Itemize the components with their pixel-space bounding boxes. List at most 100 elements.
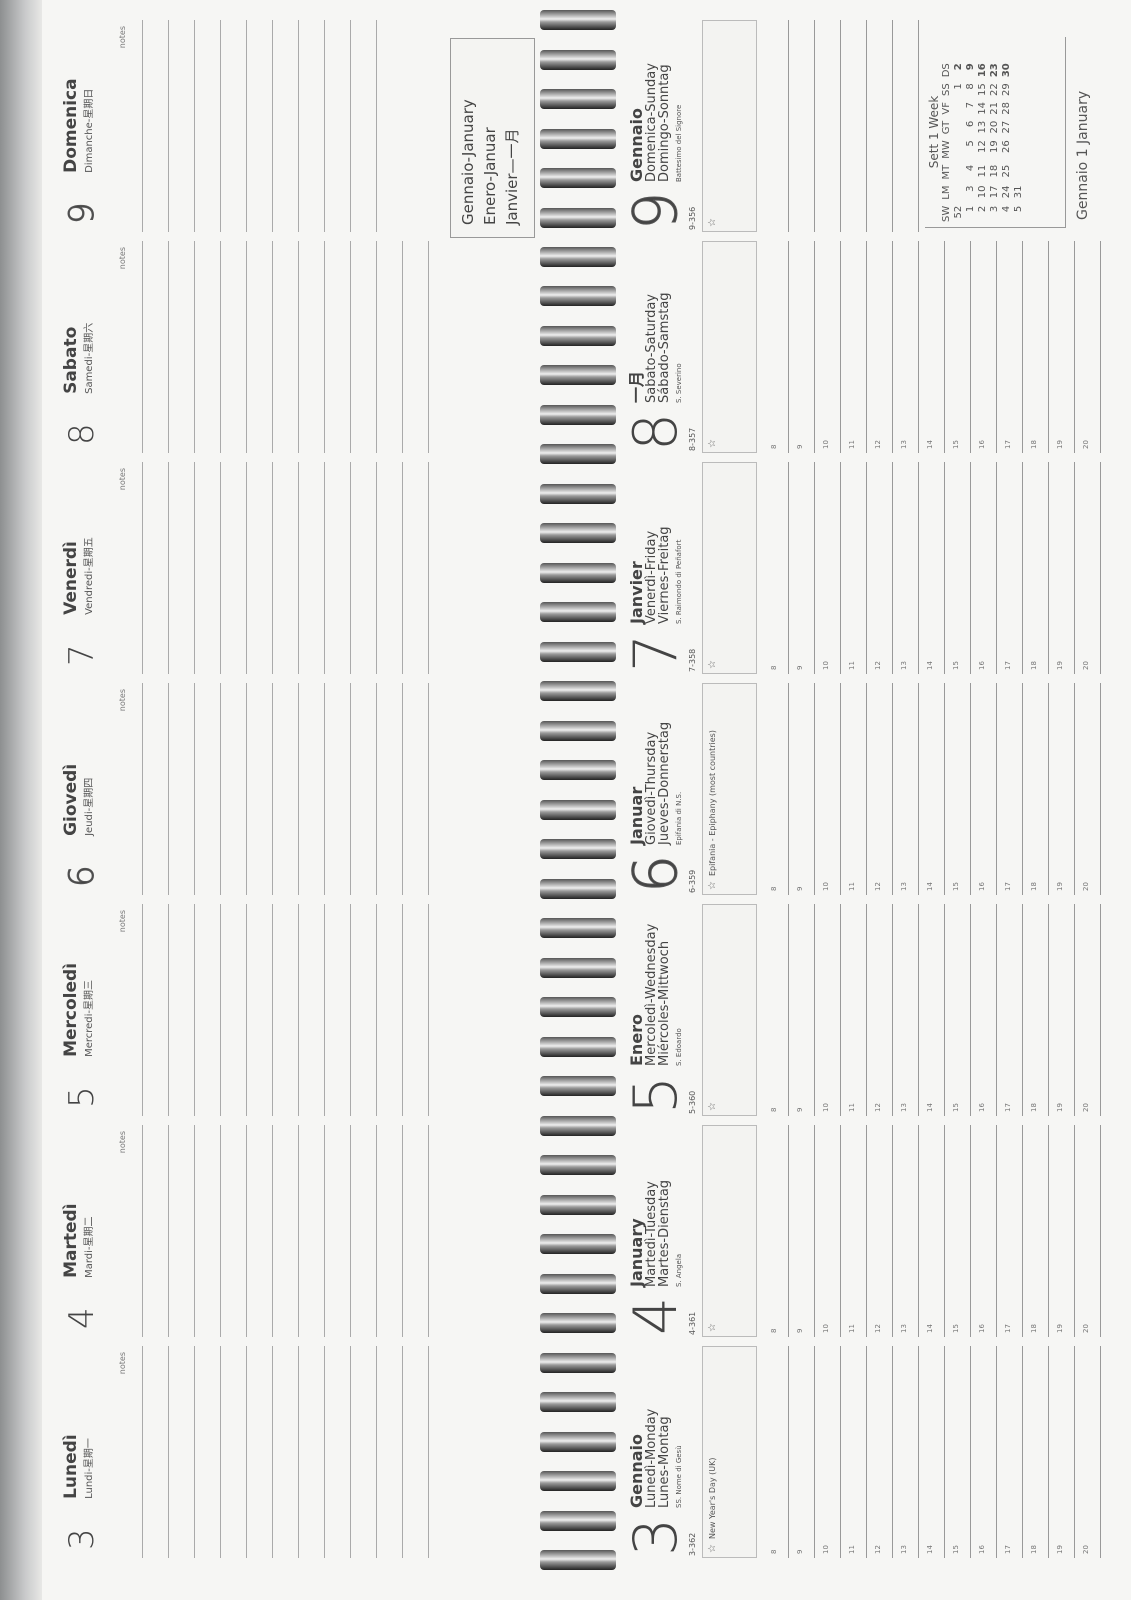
hour-slot[interactable]: 13 [892, 241, 919, 453]
hour-slot[interactable]: 17 [996, 241, 1023, 453]
hour-slot[interactable]: 18 [1022, 683, 1049, 895]
hour-slot[interactable]: 13 [892, 904, 919, 1116]
mini-calendar-cell: 1 [965, 205, 976, 213]
hour-slot[interactable]: 11 [840, 1125, 867, 1337]
hour-slot[interactable]: 15 [944, 462, 971, 674]
hour-slot[interactable]: 16 [970, 462, 997, 674]
hour-slot[interactable]: 20 [1074, 1125, 1101, 1337]
hour-slot[interactable]: 11 [840, 904, 867, 1116]
hour-slot[interactable] [762, 20, 789, 232]
hour-slot[interactable]: 17 [996, 462, 1023, 674]
hour-slot[interactable] [814, 20, 841, 232]
hour-label: 15 [952, 1103, 960, 1112]
hour-slot[interactable]: 11 [840, 241, 867, 453]
hour-slot[interactable]: 19 [1048, 241, 1075, 453]
hour-slot[interactable]: 10 [814, 1125, 841, 1337]
hour-slot[interactable]: 11 [840, 462, 867, 674]
hour-label: 20 [1082, 440, 1090, 449]
hour-label: 14 [926, 1324, 934, 1333]
hour-slot[interactable]: 10 [814, 904, 841, 1116]
hour-label: 10 [822, 1324, 830, 1333]
hour-slot[interactable]: 9 [788, 462, 815, 674]
hour-slot[interactable]: 20 [1074, 683, 1101, 895]
hour-slot[interactable]: 20 [1074, 904, 1101, 1116]
hour-slot[interactable] [788, 20, 815, 232]
hour-slot[interactable]: 8 [762, 1125, 789, 1337]
hour-slot[interactable]: 17 [996, 1346, 1023, 1558]
hour-slot[interactable]: 19 [1048, 1346, 1075, 1558]
hour-slot[interactable]: 12 [866, 241, 893, 453]
holiday-box[interactable]: ☆ [702, 20, 757, 232]
hour-slot[interactable]: 10 [814, 683, 841, 895]
hour-slot[interactable]: 11 [840, 1346, 867, 1558]
hour-slot[interactable] [892, 20, 919, 232]
hour-slot[interactable]: 9 [788, 241, 815, 453]
hour-slot[interactable]: 17 [996, 1125, 1023, 1337]
hour-slot[interactable]: 18 [1022, 462, 1049, 674]
hour-slot[interactable]: 14 [918, 462, 945, 674]
hour-slot[interactable]: 20 [1074, 1346, 1101, 1558]
hour-slot[interactable]: 16 [970, 683, 997, 895]
mini-calendar-header: MW [941, 140, 952, 159]
hour-slot[interactable]: 9 [788, 683, 815, 895]
hour-slot[interactable]: 19 [1048, 1125, 1075, 1337]
holiday-box[interactable]: ☆ [702, 904, 757, 1116]
holiday-box[interactable]: ☆ [702, 462, 757, 674]
hour-slot[interactable]: 8 [762, 462, 789, 674]
hour-slot[interactable]: 19 [1048, 683, 1075, 895]
hour-label: 18 [1030, 661, 1038, 670]
month-name: January [627, 1218, 646, 1287]
hour-slot[interactable]: 16 [970, 1125, 997, 1337]
hour-slot[interactable]: 14 [918, 241, 945, 453]
hour-slot[interactable]: 19 [1048, 462, 1075, 674]
hour-slot[interactable]: 18 [1022, 241, 1049, 453]
hour-slot[interactable]: 15 [944, 1346, 971, 1558]
hour-slot[interactable]: 17 [996, 683, 1023, 895]
hour-slot[interactable] [866, 20, 893, 232]
hour-slot[interactable]: 8 [762, 683, 789, 895]
hour-slot[interactable]: 12 [866, 904, 893, 1116]
hour-slot[interactable]: 14 [918, 683, 945, 895]
holiday-box[interactable]: ☆ [702, 241, 757, 453]
hour-slot[interactable]: 17 [996, 904, 1023, 1116]
hour-slot[interactable]: 12 [866, 1125, 893, 1337]
hour-slot[interactable]: 14 [918, 904, 945, 1116]
hour-slot[interactable]: 9 [788, 1125, 815, 1337]
holiday-box[interactable]: ☆ New Year's Day (UK) [702, 1346, 757, 1558]
hour-slot[interactable] [840, 20, 867, 232]
hour-slot[interactable]: 16 [970, 904, 997, 1116]
hour-slot[interactable]: 14 [918, 1125, 945, 1337]
hour-slot[interactable]: 16 [970, 1346, 997, 1558]
hour-slot[interactable]: 11 [840, 683, 867, 895]
hour-slot[interactable]: 15 [944, 1125, 971, 1337]
hour-slot[interactable]: 10 [814, 1346, 841, 1558]
hour-slot[interactable]: 13 [892, 462, 919, 674]
hour-slot[interactable]: 16 [970, 241, 997, 453]
hour-slot[interactable]: 20 [1074, 241, 1101, 453]
hour-slot[interactable]: 9 [788, 904, 815, 1116]
hour-slot[interactable]: 15 [944, 683, 971, 895]
hour-slot[interactable]: 10 [814, 241, 841, 453]
hour-slot[interactable]: 20 [1074, 462, 1101, 674]
holiday-box[interactable]: ☆ [702, 1125, 757, 1337]
hour-slot[interactable]: 18 [1022, 1125, 1049, 1337]
hour-slot[interactable]: 13 [892, 1346, 919, 1558]
hour-slot[interactable]: 13 [892, 683, 919, 895]
hour-slot[interactable]: 18 [1022, 904, 1049, 1116]
hour-slot[interactable]: 15 [944, 904, 971, 1116]
hour-slot[interactable]: 15 [944, 241, 971, 453]
hour-slot[interactable]: 12 [866, 683, 893, 895]
hour-slot[interactable]: 18 [1022, 1346, 1049, 1558]
hour-slot[interactable]: 12 [866, 1346, 893, 1558]
holiday-box[interactable]: ☆ Epifania - Epiphany (most countries) [702, 683, 757, 895]
hour-slot[interactable]: 8 [762, 241, 789, 453]
hour-slot[interactable]: 12 [866, 462, 893, 674]
hour-slot[interactable]: 9 [788, 1346, 815, 1558]
hour-slot[interactable]: 13 [892, 1125, 919, 1337]
hour-slot[interactable]: 14 [918, 1346, 945, 1558]
hour-slot[interactable]: 19 [1048, 904, 1075, 1116]
hour-slot[interactable]: 8 [762, 1346, 789, 1558]
hour-slot[interactable]: 10 [814, 462, 841, 674]
hour-label: 11 [848, 882, 856, 891]
hour-slot[interactable]: 8 [762, 904, 789, 1116]
